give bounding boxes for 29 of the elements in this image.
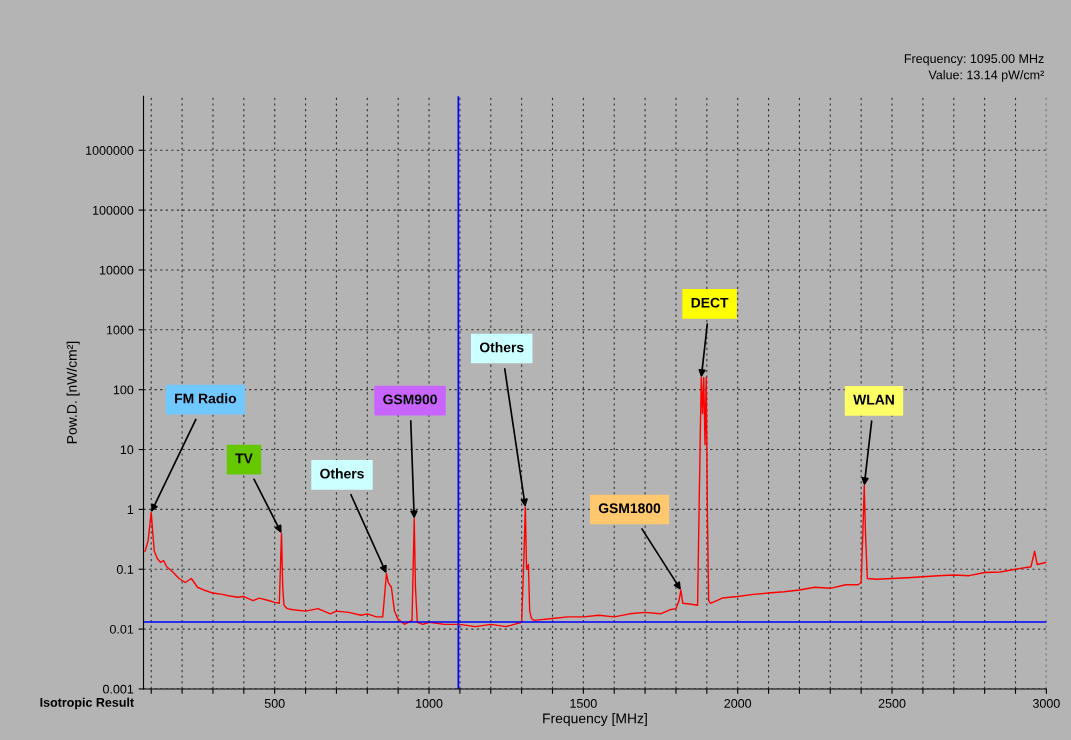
- y-tick-label: 1: [127, 505, 134, 514]
- x-tick-label: 2500: [878, 698, 906, 708]
- y-tick-label: 10: [120, 445, 134, 455]
- annotation: Others: [320, 468, 364, 479]
- y-tick-label: 10000: [99, 265, 134, 275]
- text: Frequency: 1095.00 MHz: [904, 54, 1044, 66]
- annotation: DECT: [691, 297, 729, 308]
- x-tick-label: 1500: [570, 698, 597, 708]
- text: Value: 13.14 pW/cm²: [928, 70, 1044, 82]
- y-tick-label: 0.01: [109, 624, 134, 634]
- y-tick-label: 100000: [93, 205, 134, 215]
- x-tick-label: 3000: [1032, 698, 1060, 708]
- y-tick-label: 0.1: [116, 565, 134, 574]
- x-axis-title: Frequency [MHz]: [543, 713, 647, 727]
- y-tick-label: 1000000: [86, 146, 134, 155]
- y-tick-label: 0.001: [103, 684, 134, 694]
- y-tick-label: 100: [113, 385, 134, 395]
- x-tick-label: 500: [264, 698, 285, 708]
- annotation: WLAN: [853, 394, 894, 405]
- y-axis-title: Pow.D. [nW/cm²]: [66, 341, 80, 444]
- x-tick-label: 2000: [724, 698, 752, 708]
- annotation: TV: [235, 453, 253, 464]
- x-tick-label: 1000: [416, 698, 443, 708]
- annotation: GSM900: [383, 394, 437, 405]
- annotation: GSM1800: [598, 503, 661, 514]
- annotation: Others: [479, 342, 524, 353]
- annotation: FM Radio: [175, 393, 237, 404]
- text: Isotropic Result: [40, 697, 134, 710]
- y-tick-label: 1000: [106, 325, 134, 335]
